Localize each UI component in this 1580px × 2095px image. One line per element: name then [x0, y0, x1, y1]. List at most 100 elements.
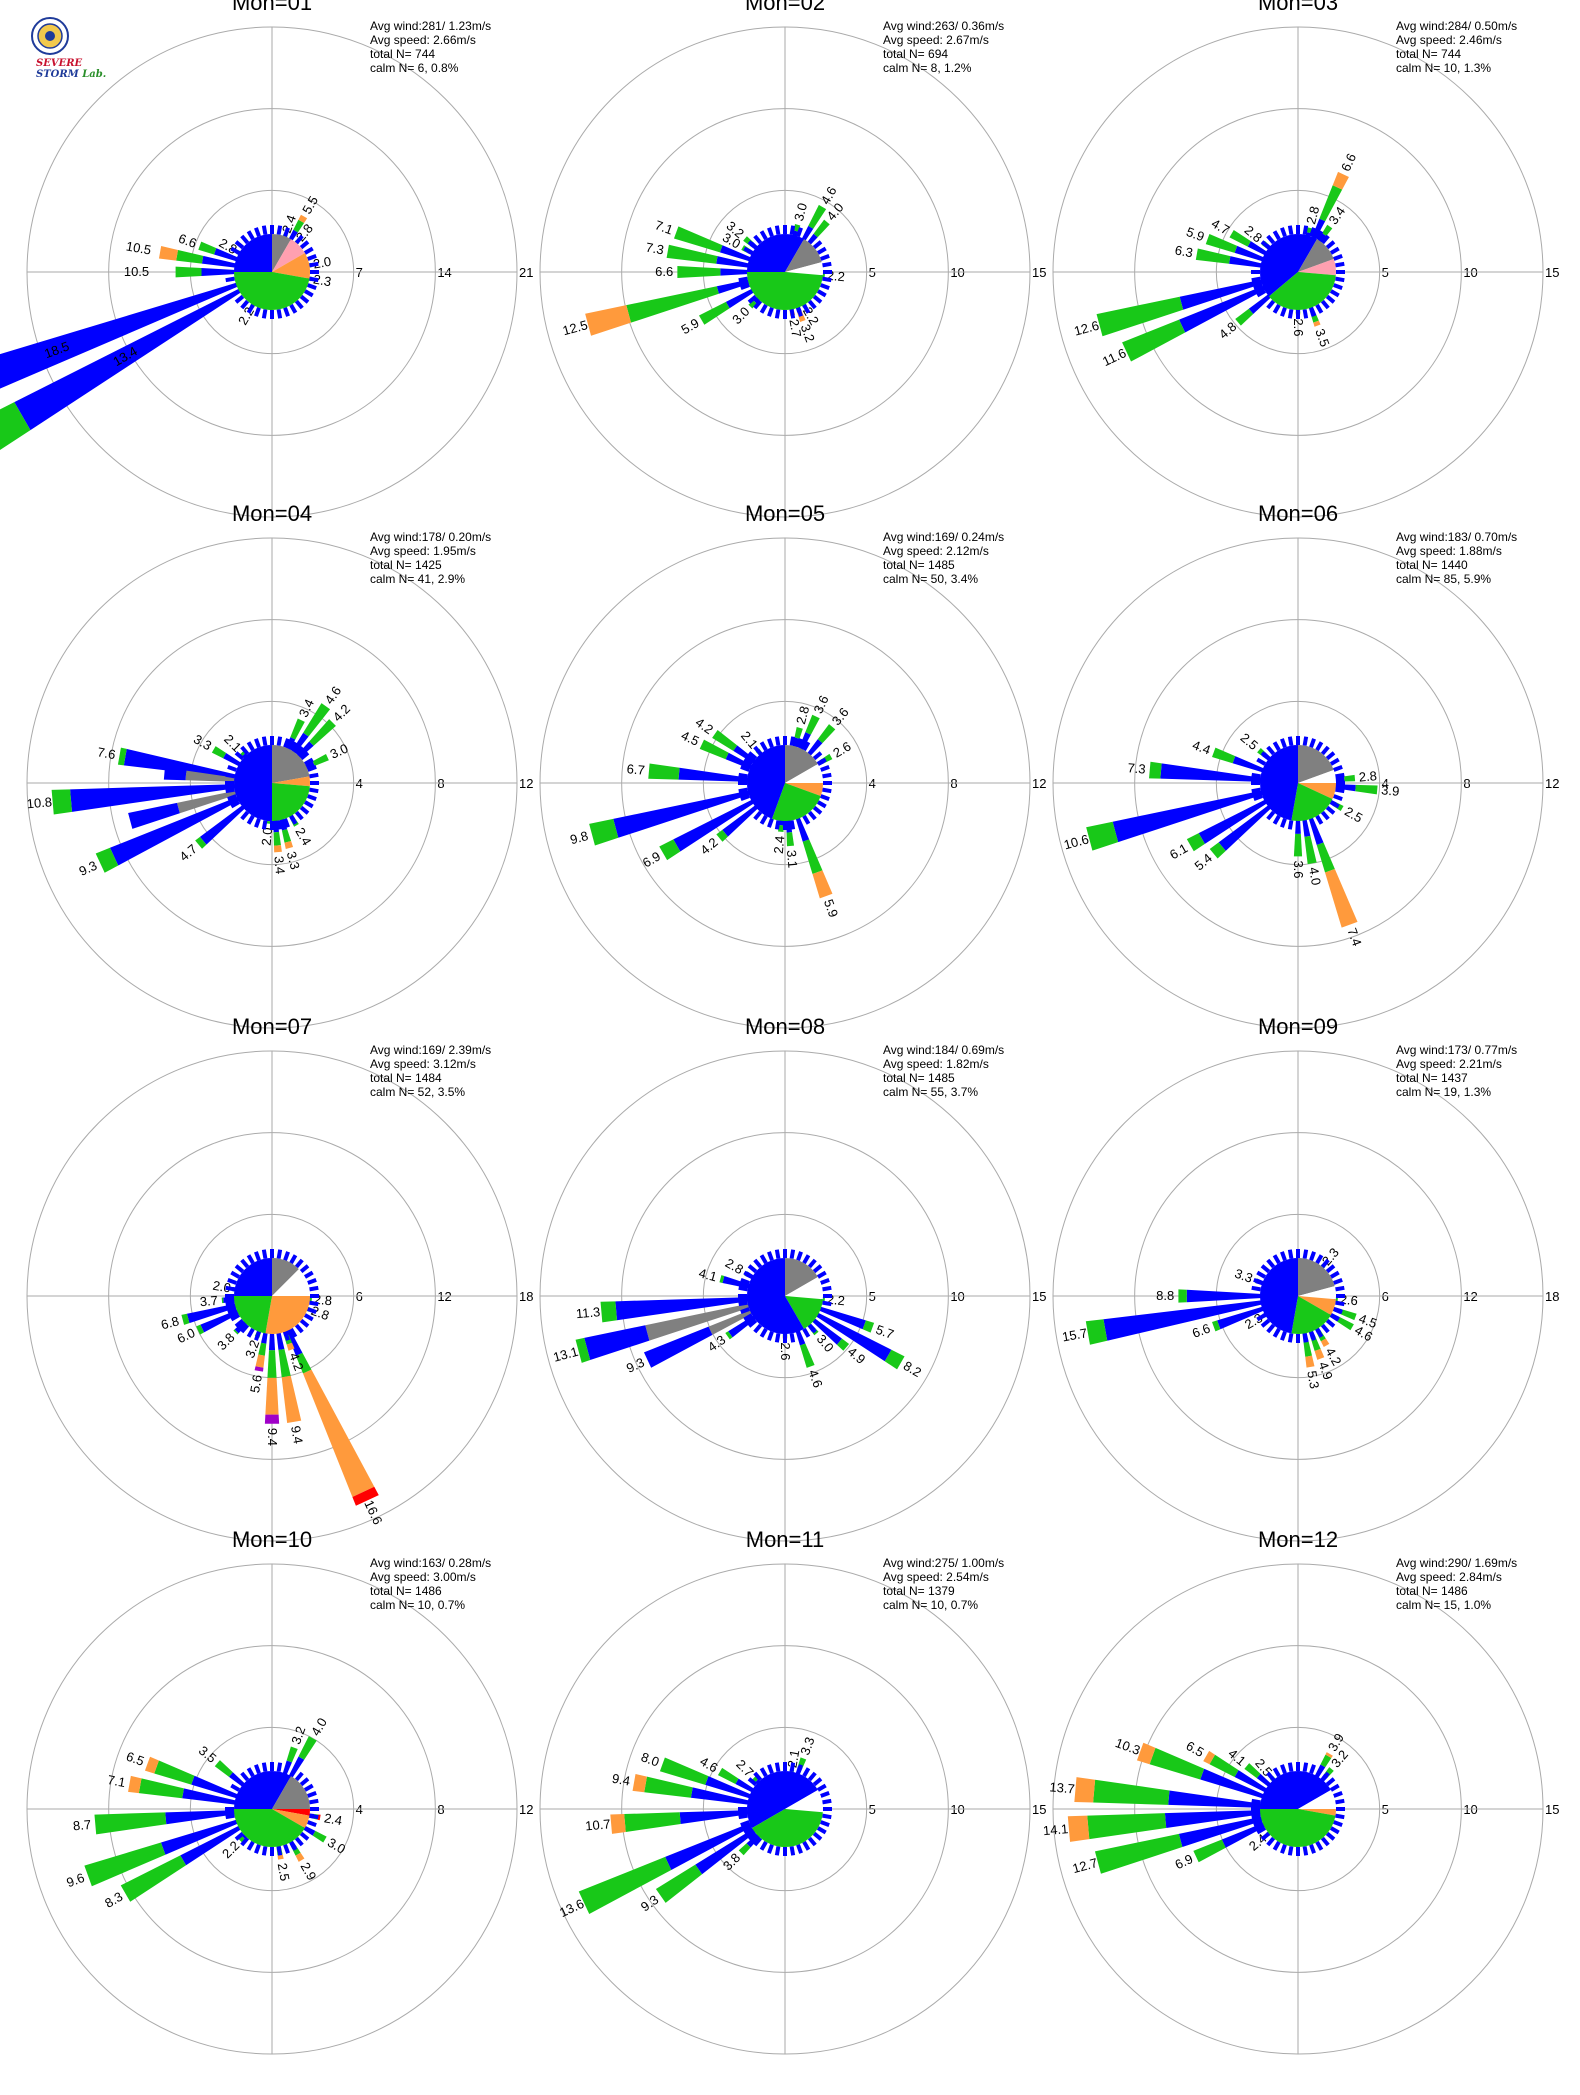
minor-bar	[1272, 1767, 1281, 1778]
bar-segment	[575, 1337, 591, 1363]
minor-bar	[816, 800, 827, 809]
stats-line: Avg speed: 1.95m/s	[370, 544, 476, 558]
minor-bar	[789, 225, 796, 235]
minor-bar	[740, 765, 750, 772]
pie-slice	[272, 239, 305, 272]
bar-label: 2.4	[279, 213, 299, 235]
minor-bar	[816, 1826, 827, 1835]
minor-bar	[240, 810, 250, 821]
bar-label: 5.6	[247, 1374, 265, 1394]
bar-label: 8.0	[639, 1749, 661, 1769]
wind-rose-panel: 6121815.78.86.65.34.94.64.54.23.32.62.32…	[1052, 1014, 1559, 1542]
minor-bar	[1333, 1820, 1343, 1827]
minor-bar	[1315, 1767, 1324, 1778]
minor-bar	[802, 1254, 811, 1265]
minor-bar	[1256, 757, 1267, 766]
bar-label: 2.5	[275, 1862, 293, 1882]
logo-text: SEVERE STORM Lab.	[36, 58, 106, 80]
minor-bar	[774, 1846, 781, 1856]
bar-label: 15.7	[1061, 1325, 1089, 1344]
minor-bar	[289, 1767, 298, 1778]
bar-segment	[254, 1366, 264, 1372]
minor-bar	[276, 1762, 283, 1772]
bar-segment	[1332, 171, 1349, 190]
minor-bar	[294, 1258, 304, 1269]
bar-segment	[643, 1326, 713, 1368]
bar-segment	[285, 737, 296, 752]
minor-bar	[1315, 741, 1324, 752]
bar-segment	[1319, 185, 1343, 222]
bar-label: 4.5	[1357, 1311, 1379, 1331]
minor-bar	[807, 299, 817, 310]
bar-segment	[836, 1338, 850, 1351]
bar-label: 5.9	[1184, 224, 1206, 244]
minor-bar	[276, 820, 283, 830]
minor-bar	[738, 1798, 748, 1805]
pie-slice	[1298, 1790, 1336, 1809]
bar-segment	[862, 1320, 875, 1333]
bar-label: 3.0	[791, 201, 810, 222]
bar-segment	[264, 1414, 280, 1424]
bar-segment	[138, 1778, 184, 1799]
minor-bar	[738, 276, 748, 283]
bar-label: 2.0	[312, 254, 332, 272]
minor-bar	[240, 1771, 250, 1782]
bar-label: 2.6	[1291, 318, 1306, 336]
bar-segment	[1205, 234, 1238, 253]
minor-bar	[227, 254, 237, 261]
minor-bar	[1325, 805, 1336, 815]
bar-segment	[312, 1830, 327, 1843]
bar-label: 2.2	[235, 304, 257, 327]
minor-bar	[1272, 303, 1281, 314]
minor-bar	[234, 751, 245, 761]
bar-segment	[884, 1349, 905, 1370]
minor-bar	[802, 1767, 811, 1778]
bar-label: 3.2	[798, 322, 818, 344]
minor-bar	[1256, 1313, 1267, 1322]
stats-line: calm N= 8, 1.2%	[883, 61, 972, 75]
bar-segment	[1186, 1289, 1263, 1303]
minor-bar	[230, 1826, 241, 1835]
stats-line: Avg wind:184/ 0.69m/s	[883, 1043, 1004, 1057]
bar-segment	[177, 790, 238, 814]
stats-line: Avg wind:263/ 0.36m/s	[883, 19, 1004, 33]
bar-segment	[813, 219, 830, 238]
bar-segment	[1340, 1309, 1357, 1321]
minor-bar	[759, 230, 768, 241]
minor-bar	[738, 772, 748, 779]
wind-rose-panel: 5101514.113.712.710.36.96.54.13.93.22.52…	[1042, 1527, 1559, 2055]
pie-slice	[1298, 745, 1334, 783]
bar-segment	[163, 767, 187, 781]
minor-bar	[261, 1333, 268, 1343]
bar-label: 5.5	[299, 193, 321, 216]
bar-segment	[303, 1369, 375, 1497]
minor-bar	[822, 787, 832, 794]
chart-title: Mon=10	[232, 1527, 312, 1552]
bar-segment	[659, 839, 681, 861]
minor-bar	[230, 1313, 241, 1322]
bar-segment	[1209, 1754, 1239, 1777]
minor-bar	[230, 1270, 241, 1279]
bar-segment	[578, 1856, 672, 1914]
bar-segment	[128, 802, 180, 829]
bar-segment	[303, 703, 331, 737]
pie-slice	[1268, 272, 1336, 310]
minor-bar	[261, 1846, 268, 1856]
bar-segment	[1149, 761, 1162, 779]
bar-segment	[748, 300, 757, 309]
pie-slice	[785, 262, 823, 276]
wind-rose-panel: 5101512.57.37.16.65.94.64.03.23.23.03.03…	[539, 0, 1046, 518]
minor-bar	[1280, 1844, 1287, 1854]
minor-bar	[740, 1278, 750, 1285]
bar-segment	[0, 282, 239, 389]
minor-bar	[276, 736, 283, 746]
bar-segment	[281, 1375, 302, 1424]
minor-bar	[753, 234, 763, 245]
minor-bar	[261, 309, 268, 319]
minor-bar	[254, 738, 261, 748]
stats-line: Avg wind:169/ 2.39m/s	[370, 1043, 491, 1057]
minor-bar	[307, 1307, 317, 1314]
minor-bar	[294, 810, 304, 821]
bar-label: 2.4	[771, 835, 788, 854]
minor-bar	[767, 1331, 774, 1341]
